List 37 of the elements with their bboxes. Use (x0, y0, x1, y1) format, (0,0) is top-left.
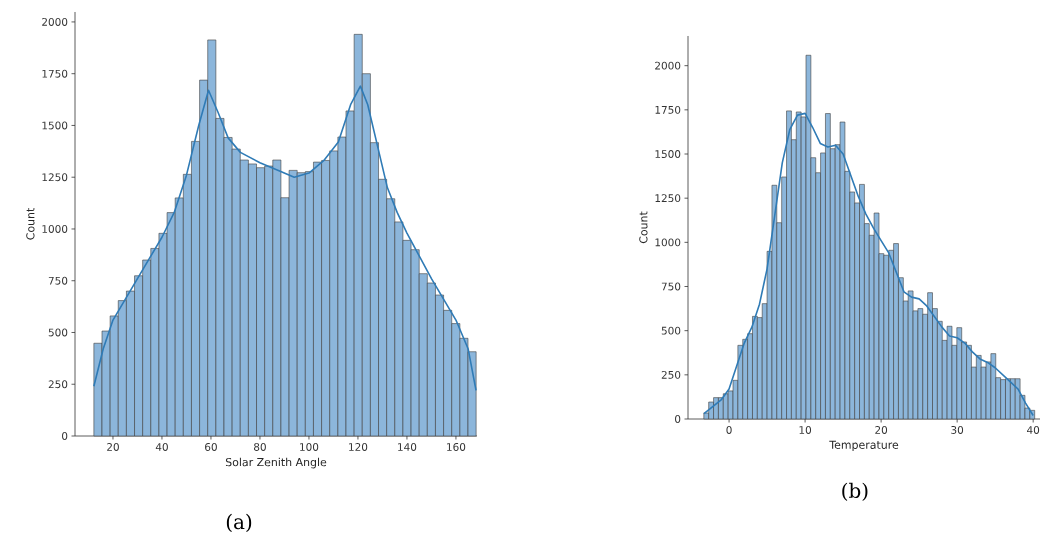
x-tick-label: 60 (205, 443, 217, 451)
text: (a) (226, 513, 252, 533)
y-tick-label: 2000 (42, 17, 68, 26)
y-axis-title: Count (26, 207, 35, 240)
y-tick-label: 1250 (42, 173, 68, 182)
x-tick-label: 0 (726, 426, 732, 434)
y-tick-label: 0 (62, 432, 68, 440)
x-tick-label: 80 (254, 443, 266, 451)
x-axis-title: Solar Zenith Angle (225, 457, 327, 469)
y-tick-label: 250 (661, 370, 681, 379)
x-axis-title: Temperature (829, 440, 899, 452)
x-tick-label: 10 (799, 426, 812, 434)
x-tick-label: 120 (349, 443, 368, 451)
y-tick-label: 750 (661, 282, 681, 291)
x-tick-label: 40 (1027, 426, 1040, 434)
y-tick-label: 1500 (655, 150, 681, 158)
y-tick-label: 2000 (655, 61, 681, 70)
x-tick-label: 30 (951, 426, 964, 434)
x-tick-label: 100 (300, 443, 319, 451)
text: (b) (842, 482, 868, 501)
x-tick-label: 40 (155, 443, 168, 451)
y-tick-label: 1000 (42, 225, 68, 233)
y-tick-label: 1750 (42, 69, 68, 78)
y-tick-label: 1750 (655, 105, 681, 114)
y-tick-label: 500 (48, 328, 68, 337)
y-tick-label: 1500 (42, 121, 68, 130)
y-axis-title: Count (639, 211, 648, 244)
x-tick-label: 20 (107, 443, 119, 451)
x-tick-label: 160 (447, 443, 466, 451)
y-tick-label: 0 (675, 415, 681, 423)
y-tick-label: 250 (48, 380, 68, 389)
x-tick-label: 20 (875, 426, 888, 434)
y-tick-label: 1000 (655, 238, 681, 247)
y-tick-label: 750 (48, 276, 68, 285)
x-tick-label: 140 (398, 443, 417, 451)
y-tick-label: 1250 (655, 194, 681, 203)
y-tick-label: 500 (661, 326, 681, 335)
